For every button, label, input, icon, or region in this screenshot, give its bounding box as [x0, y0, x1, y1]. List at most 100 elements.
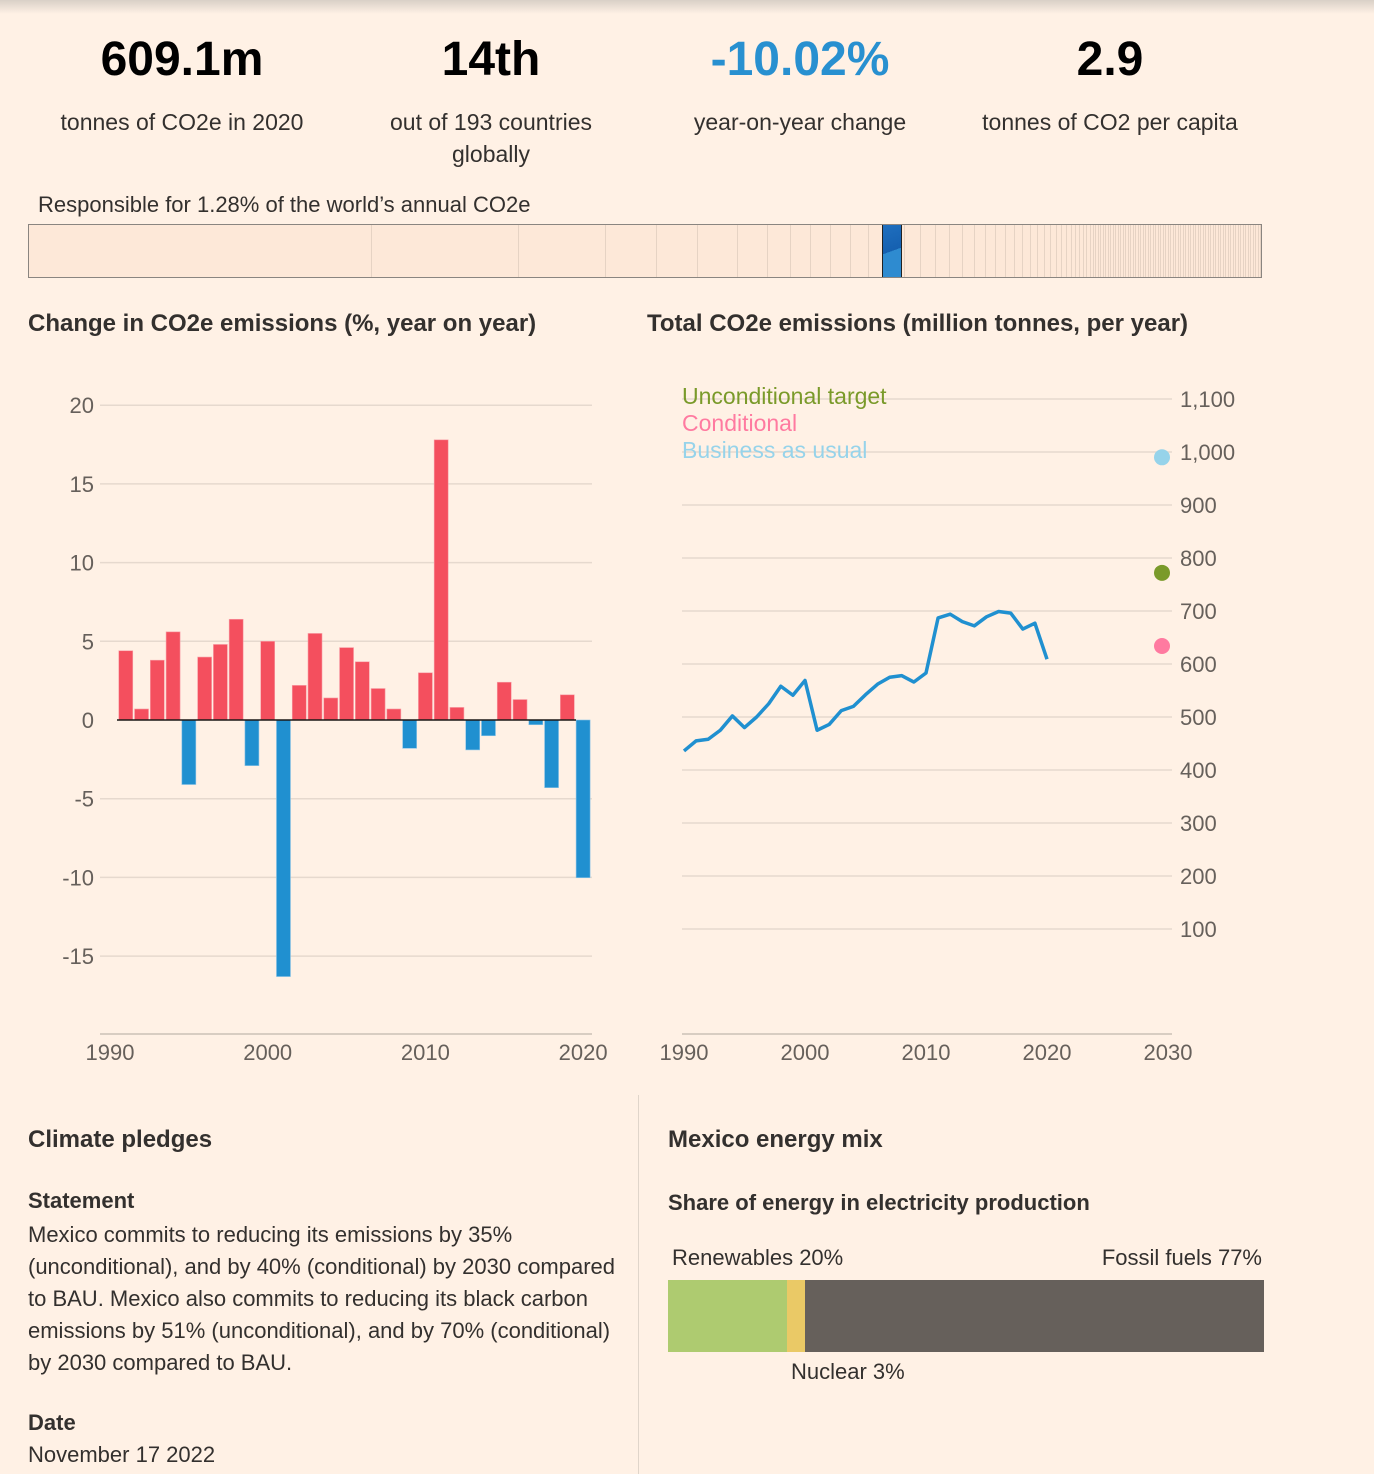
bar-1992 [134, 708, 149, 721]
country-share-segment [1167, 225, 1169, 277]
bar-2000 [260, 640, 276, 721]
bar-2008 [386, 708, 402, 721]
country-share-segment [371, 225, 372, 277]
top-shadow [0, 0, 1374, 14]
x-tick-label: 2000 [243, 1040, 292, 1065]
y-tick-label: 700 [1180, 599, 1217, 624]
bar-1991 [118, 650, 134, 721]
country-share-segment [1095, 225, 1097, 277]
y-tick-label: 900 [1180, 493, 1217, 518]
country-share-segment [1021, 225, 1023, 277]
country-share-segment [1255, 225, 1257, 277]
country-share-segment [948, 225, 950, 277]
y-tick-label: 10 [70, 551, 94, 576]
y-tick-label: 300 [1180, 811, 1217, 836]
country-share-segment [1086, 225, 1088, 277]
stat-label: out of 193 countries globally [389, 109, 593, 167]
stat-per-capita: 2.9 tonnes of CO2 per capita [960, 30, 1260, 138]
world-share-bar [28, 224, 1262, 278]
line-chart-title: Total CO2e emissions (million tonnes, pe… [647, 310, 1189, 337]
y-tick-label: 500 [1180, 705, 1217, 730]
country-share-segment [1089, 225, 1091, 277]
country-share-segment [1165, 225, 1167, 277]
country-share-segment [1182, 225, 1184, 277]
country-share-segment [1187, 225, 1189, 277]
bar-2006 [355, 661, 370, 721]
statement-label: Statement [28, 1188, 135, 1213]
country-share-segment [1100, 225, 1102, 277]
country-share-segment [1177, 225, 1179, 277]
world-share-label: Responsible for 1.28% of the world’s ann… [38, 192, 531, 217]
country-share-segment [605, 225, 606, 277]
country-share-segment [1245, 225, 1247, 277]
bar-2011 [433, 439, 449, 721]
x-tick-label: 2020 [1023, 1040, 1072, 1065]
energy-mix-bar [668, 1280, 1264, 1352]
target-dot-business-as-usual [1154, 449, 1170, 466]
bar-1994 [165, 631, 181, 721]
country-share-segment [1237, 225, 1239, 277]
y-tick-label: -10 [62, 865, 94, 890]
x-tick-label: 2010 [401, 1040, 450, 1065]
bar-chart-title: Change in CO2e emissions (%, year on yea… [28, 310, 537, 337]
y-tick-label: 5 [82, 629, 94, 654]
pledges-title: Climate pledges [28, 1126, 213, 1153]
country-share-segment [1036, 225, 1038, 277]
country-share-segment [1075, 225, 1076, 277]
yoy-change-bar-chart: 20 15 10 5 0 -5 -10 -15 1990 2000 2010 2020 [62, 393, 608, 1065]
country-share-segment [1160, 225, 1162, 277]
stat-label: year-on-year change [693, 109, 907, 135]
country-share-segment [767, 225, 768, 277]
x-tick-label: 2010 [902, 1040, 951, 1065]
country-share-segment [1135, 225, 1137, 277]
country-share-segment [1202, 225, 1204, 277]
country-share-segment [934, 225, 936, 277]
country-share-segment [830, 225, 831, 277]
bar-1998 [228, 618, 244, 721]
section-divider [638, 1095, 639, 1474]
bar-1997 [213, 644, 228, 721]
country-share-segment [1142, 225, 1144, 277]
country-share-segment [1145, 225, 1147, 277]
country-share-segment [1180, 225, 1182, 277]
country-share-segment [1252, 225, 1254, 277]
bar-2019 [560, 694, 575, 721]
energy-mix-title: Mexico energy mix [668, 1126, 883, 1153]
country-share-segment [1235, 225, 1237, 277]
y-tick-label: 600 [1180, 652, 1217, 677]
emissions-line [682, 609, 1049, 753]
y-tick-label: 1,100 [1180, 387, 1235, 412]
country-share-segment [1227, 225, 1229, 277]
country-share-segment [1217, 225, 1219, 277]
stat-yoy-change: -10.02% year-on-year change [650, 30, 950, 138]
country-share-segment [1132, 225, 1134, 277]
country-share-segment [1066, 225, 1067, 277]
target-dot-unconditional-target [1154, 564, 1170, 581]
country-share-segment [973, 225, 975, 277]
country-share-segment [1092, 225, 1094, 277]
energy-segment-renewables [668, 1280, 788, 1352]
bar-2009 [402, 719, 417, 749]
country-share-segment [850, 225, 851, 277]
country-share-segment [1192, 225, 1194, 277]
x-tick-label: 1990 [86, 1040, 135, 1065]
x-tick-label: 2020 [559, 1040, 608, 1065]
country-share-segment [1155, 225, 1157, 277]
country-share-segment [1125, 225, 1127, 277]
stat-value: 2.9 [1076, 33, 1144, 86]
stat-rank: 14th out of 193 countries globally [341, 30, 641, 170]
country-share-segment [984, 225, 986, 277]
country-share-segment [1230, 225, 1232, 277]
country-share-segment [1130, 225, 1132, 277]
y-tick-label: 15 [70, 472, 94, 497]
legend-conditional: Conditional [682, 410, 797, 436]
country-share-segment [656, 225, 657, 277]
country-share-segment [1185, 225, 1187, 277]
statement-text: Mexico commits to reducing its emissions… [28, 1222, 616, 1375]
bar-2001 [276, 719, 291, 977]
fossil-label: Fossil fuels 77% [1101, 1245, 1262, 1270]
country-share-segment [1222, 225, 1224, 277]
country-share-segment [1170, 225, 1172, 277]
country-share-segment [1205, 225, 1207, 277]
country-share-segment [1225, 225, 1227, 277]
